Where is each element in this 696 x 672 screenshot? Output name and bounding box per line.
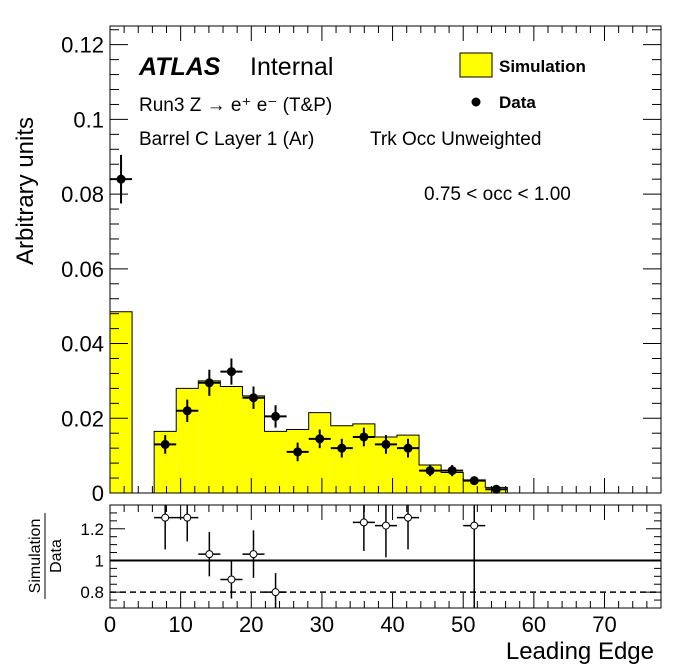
legend-simulation-swatch <box>459 52 493 78</box>
ratio-point <box>161 513 170 522</box>
data-point <box>315 434 325 444</box>
simulation-bar <box>396 435 420 493</box>
data-points <box>110 154 508 494</box>
ratio-point <box>470 521 479 530</box>
simulation-bar <box>220 386 243 493</box>
simulation-bar <box>419 464 442 493</box>
main-y-ticks: 0 0.02 0.04 0.06 0.08 0.1 0.12 <box>61 29 661 506</box>
data-point <box>359 432 369 442</box>
simulation-bar <box>330 425 353 493</box>
data-point <box>447 466 457 476</box>
simulation-bar <box>242 395 265 493</box>
ratio-x-tick-label: 40 <box>380 612 404 637</box>
simulation-bar <box>154 431 177 493</box>
data-point <box>491 484 501 494</box>
main-y-tick-label: 0 <box>92 481 104 506</box>
ratio-y-tick-label: 1.2 <box>80 520 104 539</box>
main-y-tick-label: 0.12 <box>61 33 104 58</box>
legend: Simulation Data <box>459 52 586 112</box>
data-point <box>182 406 192 416</box>
ratio-y-tick-label: 0.8 <box>80 583 104 602</box>
main-y-tick-label: 0.06 <box>61 257 104 282</box>
data-point <box>160 439 170 449</box>
data-point <box>116 174 126 184</box>
ratio-y-label-numerator: Simulation <box>27 519 44 594</box>
ratio-x-tick-label: 10 <box>168 612 192 637</box>
simulation-bar <box>198 380 221 493</box>
legend-data-marker <box>471 97 481 107</box>
legend-simulation-label: Simulation <box>499 57 586 76</box>
ratio-point <box>249 550 258 559</box>
ratio-x-tick-label: 30 <box>310 612 334 637</box>
process-label: Run3 Z → e⁺ e⁻ (T&P) <box>139 95 332 116</box>
data-point <box>337 443 347 453</box>
main-frame <box>109 25 662 494</box>
main-y-tick-label: 0.02 <box>61 406 104 431</box>
weighting-label: Trk Occ Unweighted <box>370 129 541 150</box>
main-panel: 0 0.02 0.04 0.06 0.08 0.1 0.12 Arbitrary units… <box>12 25 662 506</box>
ratio-x-tick-label: 0 <box>104 612 116 637</box>
ratio-x-tick-label: 20 <box>239 612 263 637</box>
data-point <box>469 476 479 486</box>
ratio-reference-lines <box>110 559 661 593</box>
data-point <box>403 443 413 453</box>
simulation-bar <box>441 472 464 493</box>
simulation-bar <box>286 429 309 493</box>
ratio-point <box>183 513 192 522</box>
ratio-point <box>227 575 236 584</box>
ratio-x-tick-label: 50 <box>451 612 475 637</box>
ratio-point <box>359 518 368 527</box>
selection-label: 0.75 < occ < 1.00 <box>424 184 571 205</box>
ratio-y-label-denominator: Data <box>48 539 65 573</box>
main-y-tick-label: 0.04 <box>61 332 104 357</box>
ratio-y-ticks: 0.8 1 1.2 <box>80 504 661 602</box>
ratio-panel: 0.811.2 0 10 20 30 40 50 60 70 Simulation Data … <box>27 504 662 665</box>
region-label: Barrel C Layer 1 (Ar) <box>139 129 314 150</box>
simulation-bar <box>176 388 199 493</box>
main-y-tick-label: 0.1 <box>73 107 104 132</box>
ratio-point <box>271 588 280 597</box>
ratio-point <box>381 521 390 530</box>
simulation-bar <box>110 311 133 493</box>
data-point <box>204 378 214 388</box>
data-point <box>293 447 303 457</box>
data-point <box>425 466 435 476</box>
ratio-x-tick-label: 70 <box>592 612 616 637</box>
ratio-point <box>404 513 413 522</box>
data-point <box>248 393 258 403</box>
internal-label: Internal <box>250 53 333 81</box>
simulation-bar <box>463 479 486 493</box>
simulation-bar <box>264 431 287 493</box>
simulation-bar <box>352 423 375 493</box>
ratio-x-ticks: 0 10 20 30 40 50 60 70 <box>104 505 662 637</box>
ratio-points <box>154 505 486 608</box>
main-y-tick-label: 0.08 <box>61 182 104 207</box>
x-axis-label: Leading Edge <box>506 638 654 665</box>
data-point <box>381 439 391 449</box>
main-x-ticks <box>109 26 662 493</box>
legend-data-label: Data <box>499 93 536 112</box>
ratio-frame <box>109 504 662 609</box>
simulation-histogram <box>109 311 508 494</box>
simulation-bar <box>308 412 331 493</box>
data-point <box>271 411 281 421</box>
ratio-x-tick-label: 60 <box>522 612 546 637</box>
atlas-label: ATLAS <box>138 53 221 81</box>
ratio-y-tick-label: 1 <box>95 551 104 570</box>
ratio-point <box>205 550 214 559</box>
data-point <box>226 367 236 377</box>
y-axis-label: Arbitrary units <box>12 117 39 265</box>
ratio-y-axis-label: Simulation Data <box>27 513 65 599</box>
simulation-bar <box>374 436 397 493</box>
